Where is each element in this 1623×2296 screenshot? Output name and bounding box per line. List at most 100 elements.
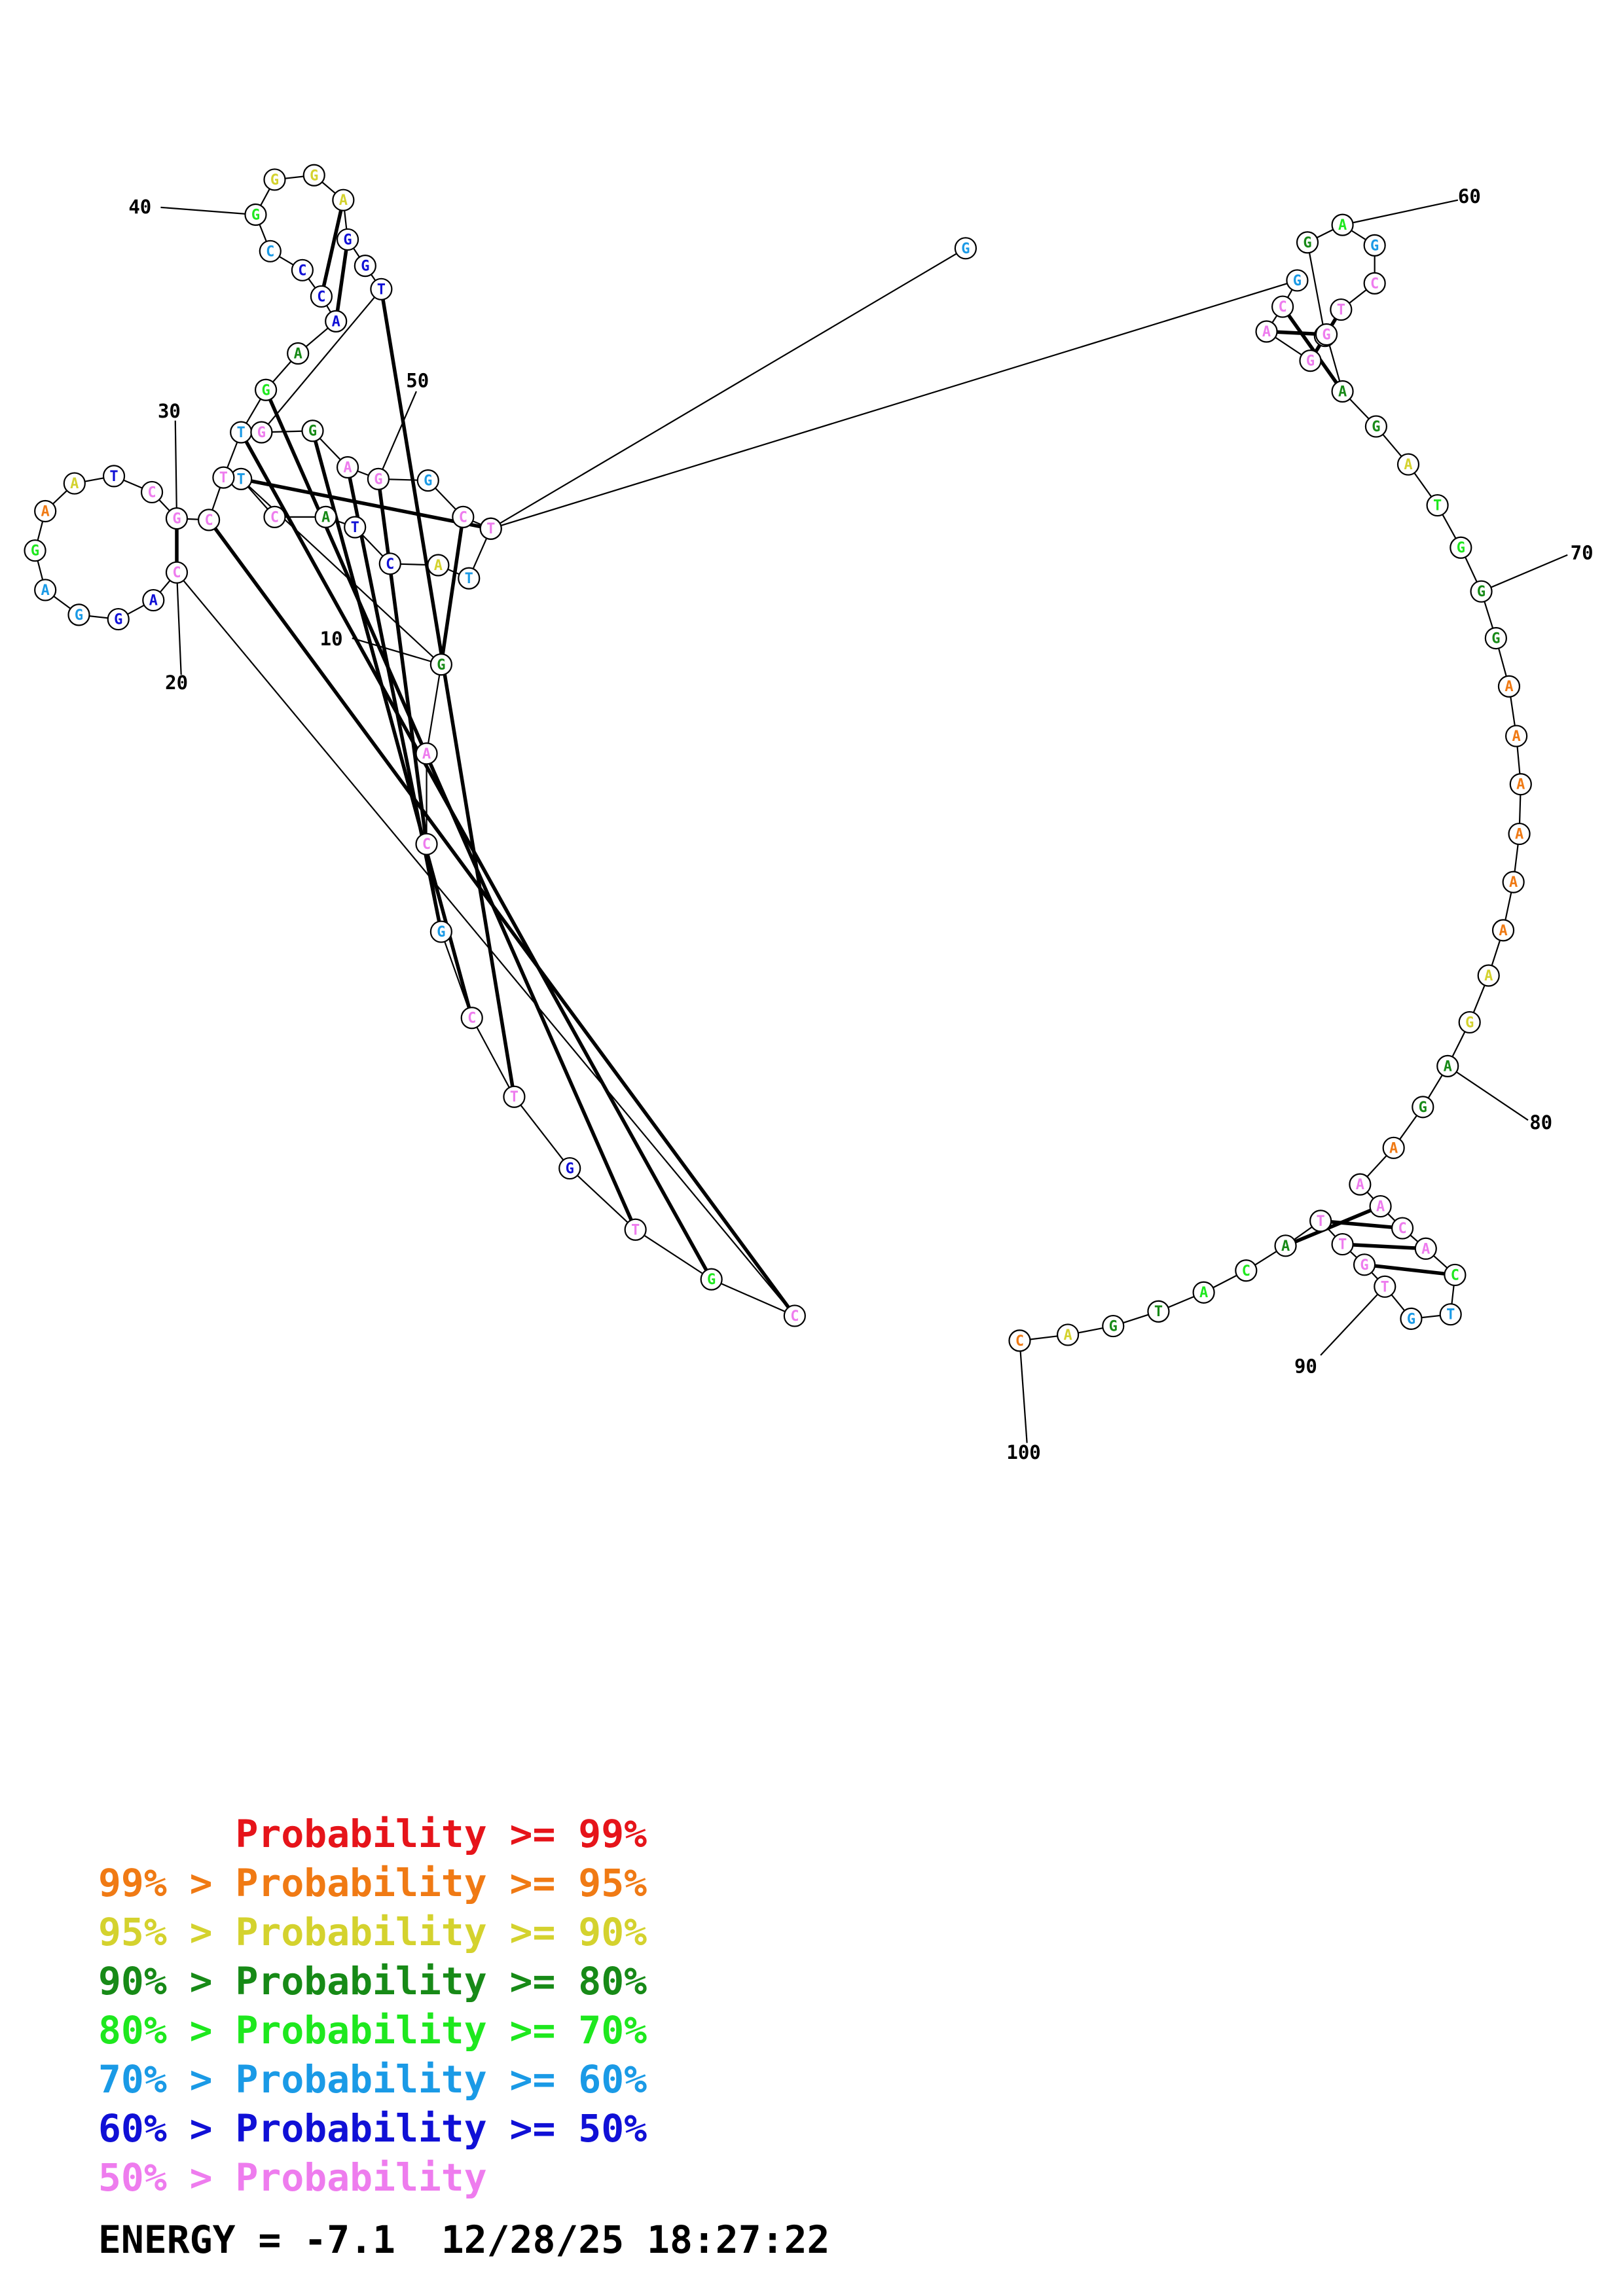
legend-line: 70% > Probability >= 60% [98, 2057, 647, 2102]
nucleotide: A [332, 188, 355, 211]
nucleotide-circle [63, 472, 86, 495]
nucleotide-circle [1497, 675, 1521, 698]
nucleotide: G [1364, 415, 1388, 438]
nucleotide-circle [336, 228, 359, 251]
nucleotide: G [244, 203, 267, 226]
legend-prefix: 60% > [98, 2106, 236, 2151]
tick-label: 70 [1571, 542, 1594, 564]
nucleotide-circle [142, 588, 165, 612]
nucleotide-base: A [1509, 874, 1518, 891]
legend-line: 50% > Probability [98, 2155, 487, 2200]
nucleotide-circle [1235, 1259, 1258, 1282]
nucleotide: G [1102, 1314, 1125, 1338]
base-pair-line [1285, 1204, 1381, 1247]
nucleotide-base: G [1419, 1100, 1427, 1116]
nucleotide-circle [140, 480, 164, 504]
nucleotide: C [263, 505, 286, 528]
nucleotide: G [700, 1268, 723, 1291]
nucleotide-circle [1439, 1303, 1462, 1326]
tick-line [1447, 1065, 1529, 1121]
nucleotide: G [1363, 234, 1386, 257]
legend-prefix: 50% > [98, 2155, 236, 2200]
nucleotide-circle [416, 469, 439, 492]
nucleotide-circle [67, 603, 90, 626]
nucleotide: G [367, 467, 390, 490]
nucleotide-circle [429, 920, 452, 943]
nucleotide-circle [558, 1157, 581, 1180]
nucleotide-circle [1458, 1011, 1481, 1034]
nucleotide-base: C [317, 289, 325, 305]
nucleotide-circle [458, 567, 481, 590]
base-pair-line [1320, 1219, 1403, 1230]
nucleotide-circle [310, 285, 333, 308]
nucleotide: T [1147, 1300, 1170, 1323]
nucleotide-base: A [1499, 923, 1507, 939]
nucleotide-base: A [149, 593, 158, 609]
nucleotide-base: G [1457, 540, 1465, 556]
nucleotide: A [325, 310, 348, 332]
nucleotide-base: A [1512, 728, 1520, 745]
nucleotide: A [1436, 1054, 1459, 1077]
nucleotide-base: A [1484, 968, 1493, 984]
nucleotide-base: T [1446, 1307, 1455, 1323]
nucleotide-base: G [566, 1161, 574, 1177]
tick-label: 40 [128, 196, 151, 218]
nucleotide: T [102, 465, 126, 488]
nucleotide-circle [370, 278, 393, 300]
nucleotide: A [1274, 1234, 1297, 1257]
tick-label: 30 [158, 400, 181, 422]
nucleotide-circle [291, 259, 314, 281]
nucleotide-circle [1509, 773, 1532, 796]
nucleotide-base: G [437, 924, 445, 941]
tick-label: 20 [165, 672, 188, 694]
nucleotide-base: T [237, 425, 246, 441]
tick-line [377, 391, 417, 480]
backbone-segment [490, 279, 1298, 529]
backbone-segment [569, 1168, 636, 1230]
base-pair-line [240, 477, 492, 531]
base-pair-line [319, 200, 346, 297]
nucleotide-circle [1255, 320, 1278, 343]
nucleotide-base: T [1338, 1237, 1347, 1253]
nucleotide: A [1331, 213, 1354, 236]
nucleotide-circle [1444, 1263, 1467, 1287]
legend-label: Probability >= 80% [236, 1959, 647, 2003]
backbone-segment [261, 289, 382, 433]
nucleotide: C [165, 561, 189, 584]
nucleotide-circle [302, 164, 325, 187]
nucleotide-base: G [437, 657, 445, 673]
nucleotide: A [314, 505, 337, 528]
nucleotide: A [1502, 870, 1525, 893]
nucleotide-circle [34, 579, 57, 601]
nucleotide-base: A [1199, 1285, 1208, 1301]
nucleotide-base: G [707, 1272, 716, 1288]
nucleotide: T [230, 467, 253, 490]
nucleotide-base: C [1451, 1267, 1459, 1283]
nucleotide-circle [212, 466, 235, 489]
backbone-segment [176, 571, 795, 1317]
nucleotide-base: G [75, 607, 83, 624]
nucleotide: A [1509, 773, 1532, 796]
nucleotide-base: A [41, 503, 50, 520]
nucleotide-base: A [1356, 1177, 1364, 1193]
nucleotide-base: A [1376, 1199, 1385, 1215]
nucleotide: G [416, 469, 439, 492]
nucleotide-base: G [1370, 238, 1379, 254]
nucleotide-circle [452, 505, 475, 528]
nucleotide-base: C [266, 243, 274, 260]
nucleotide-circle [1286, 269, 1309, 292]
nucleotide: T [458, 567, 481, 590]
nucleotide: G [354, 255, 376, 278]
nucleotide: A [34, 499, 57, 523]
nucleotide-circle [1391, 1217, 1414, 1240]
nucleotide: C [783, 1304, 806, 1327]
nucleotide-base: C [422, 836, 431, 853]
nucleotide-base: G [1303, 235, 1311, 251]
base-pair-line [1364, 1263, 1455, 1277]
nucleotide: G [429, 653, 452, 676]
nucleotide: A [415, 742, 438, 765]
nucleotide: A [427, 554, 450, 577]
nucleotide: A [336, 456, 359, 479]
nucleotide-circle [197, 509, 221, 531]
nucleotide-circle [1491, 919, 1515, 942]
